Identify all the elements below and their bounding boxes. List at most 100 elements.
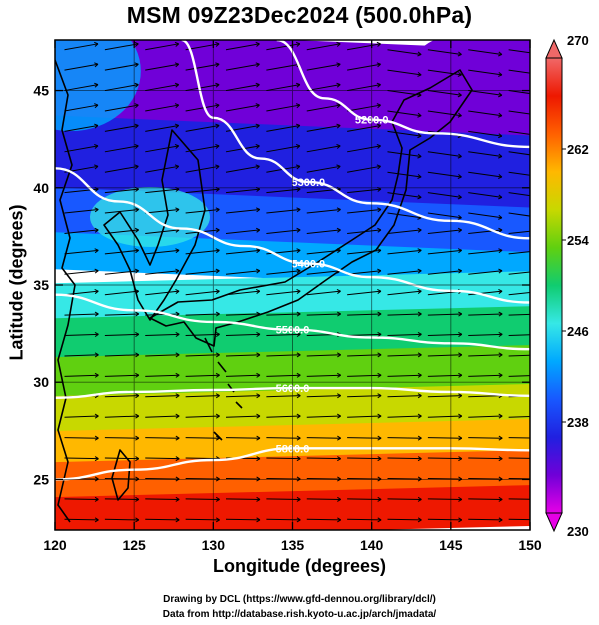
wind-vector-head xyxy=(215,62,220,68)
wind-vector xyxy=(468,270,503,275)
wind-vector-head xyxy=(457,268,462,274)
wind-vector-head xyxy=(377,496,382,502)
wind-vector-head xyxy=(539,195,543,199)
wind-vector xyxy=(225,249,260,255)
wind-vector xyxy=(306,270,341,275)
wind-vector-head xyxy=(296,289,301,294)
wind-vector-head xyxy=(175,331,180,337)
wind-vector-head xyxy=(539,289,543,293)
wind-vector-head xyxy=(336,82,341,88)
wind-vector-head xyxy=(498,331,503,337)
wind-vector-head xyxy=(498,248,503,254)
wind-vector xyxy=(306,415,341,418)
wind-vector-head xyxy=(134,123,139,129)
wind-vector xyxy=(347,313,382,316)
wind-vector xyxy=(185,395,220,398)
wind-vector-head xyxy=(94,62,99,68)
wind-vector xyxy=(185,270,220,275)
wind-vector xyxy=(508,251,530,255)
wind-vector-head xyxy=(175,372,180,378)
wind-vector xyxy=(306,290,341,296)
wind-vector xyxy=(387,270,422,275)
wind-vector xyxy=(468,498,503,500)
wind-vector xyxy=(306,43,341,51)
wind-vector xyxy=(266,437,301,439)
wind-vector xyxy=(508,171,530,176)
wind-vector xyxy=(347,249,381,255)
wind-vector-head xyxy=(134,248,139,254)
wind-vector xyxy=(64,229,99,234)
wind-vector xyxy=(266,209,301,214)
wind-vector-head xyxy=(134,62,139,68)
wind-vector xyxy=(145,518,180,521)
wind-vector xyxy=(347,415,382,418)
wind-vector-head xyxy=(539,394,542,398)
wind-vector-head xyxy=(417,393,422,399)
wind-vector xyxy=(387,192,422,198)
wind-vector xyxy=(468,69,502,76)
wind-vector-head xyxy=(94,435,99,441)
wind-vector-head xyxy=(336,352,342,358)
wind-vector-head xyxy=(296,207,301,213)
wind-vector-head xyxy=(417,352,422,358)
wind-vector-head xyxy=(377,268,382,274)
wind-vector-head xyxy=(94,517,99,523)
wind-vector-head xyxy=(215,207,220,213)
wind-vector xyxy=(266,313,301,316)
wind-vector-head xyxy=(296,227,301,233)
wind-vector-head xyxy=(255,227,261,233)
wind-vector xyxy=(387,212,422,219)
wind-vector-head xyxy=(135,413,140,419)
wind-vector xyxy=(306,165,341,173)
contour-label: 5300.0 xyxy=(292,177,326,189)
wind-vector-head xyxy=(498,153,503,159)
wind-vector-head xyxy=(336,62,341,68)
wind-vector-head xyxy=(376,164,381,170)
wind-vector-head xyxy=(175,413,180,419)
wind-vector-head xyxy=(417,268,422,274)
wind-vector xyxy=(145,395,180,398)
wind-vector-head xyxy=(498,496,503,502)
wind-vector-head xyxy=(539,154,543,158)
wind-vector xyxy=(427,437,462,439)
wind-vector xyxy=(145,477,180,480)
wind-vector-head xyxy=(498,517,503,523)
wind-vector-head xyxy=(94,41,99,47)
wind-vector-head xyxy=(417,174,422,179)
wind-vector-head xyxy=(174,103,180,109)
wind-vector-head xyxy=(295,143,301,149)
wind-vector-head xyxy=(417,227,422,233)
wind-vector xyxy=(306,249,341,255)
wind-vector-head xyxy=(174,164,180,170)
wind-vector-head xyxy=(94,331,99,337)
wind-vector xyxy=(64,209,99,214)
x-tick-label: 120 xyxy=(43,537,67,553)
wind-vector xyxy=(266,229,301,234)
x-axis-ticks: 120 125 130 135 140 145 150 xyxy=(43,40,542,553)
wind-vector-head xyxy=(539,457,542,461)
x-axis-label: Longitude (degrees) xyxy=(212,556,386,576)
wind-vector-head xyxy=(377,207,382,213)
wind-vector-head xyxy=(377,517,382,523)
wind-vector-head xyxy=(498,372,503,378)
wind-vector-head xyxy=(256,311,261,317)
wind-vector-head xyxy=(215,435,220,441)
wind-vector-head xyxy=(296,372,301,378)
wind-vector-head xyxy=(417,248,422,254)
wind-vector xyxy=(104,270,139,275)
wind-vector xyxy=(387,333,422,337)
wind-vector-head xyxy=(94,123,99,129)
wind-vector xyxy=(266,415,301,418)
wind-vector-head xyxy=(256,352,261,358)
wind-vector-head xyxy=(296,456,301,462)
wind-vector xyxy=(306,313,341,316)
wind-vector xyxy=(104,477,139,480)
x-tick-label: 130 xyxy=(202,537,226,553)
wind-vector xyxy=(145,498,180,500)
y-tick-label: 30 xyxy=(33,374,49,390)
wind-vector-head xyxy=(337,435,342,441)
wind-vector-head xyxy=(134,82,139,88)
wind-vector-head xyxy=(174,62,180,68)
wind-vector xyxy=(427,192,462,198)
wind-vector xyxy=(185,290,220,296)
